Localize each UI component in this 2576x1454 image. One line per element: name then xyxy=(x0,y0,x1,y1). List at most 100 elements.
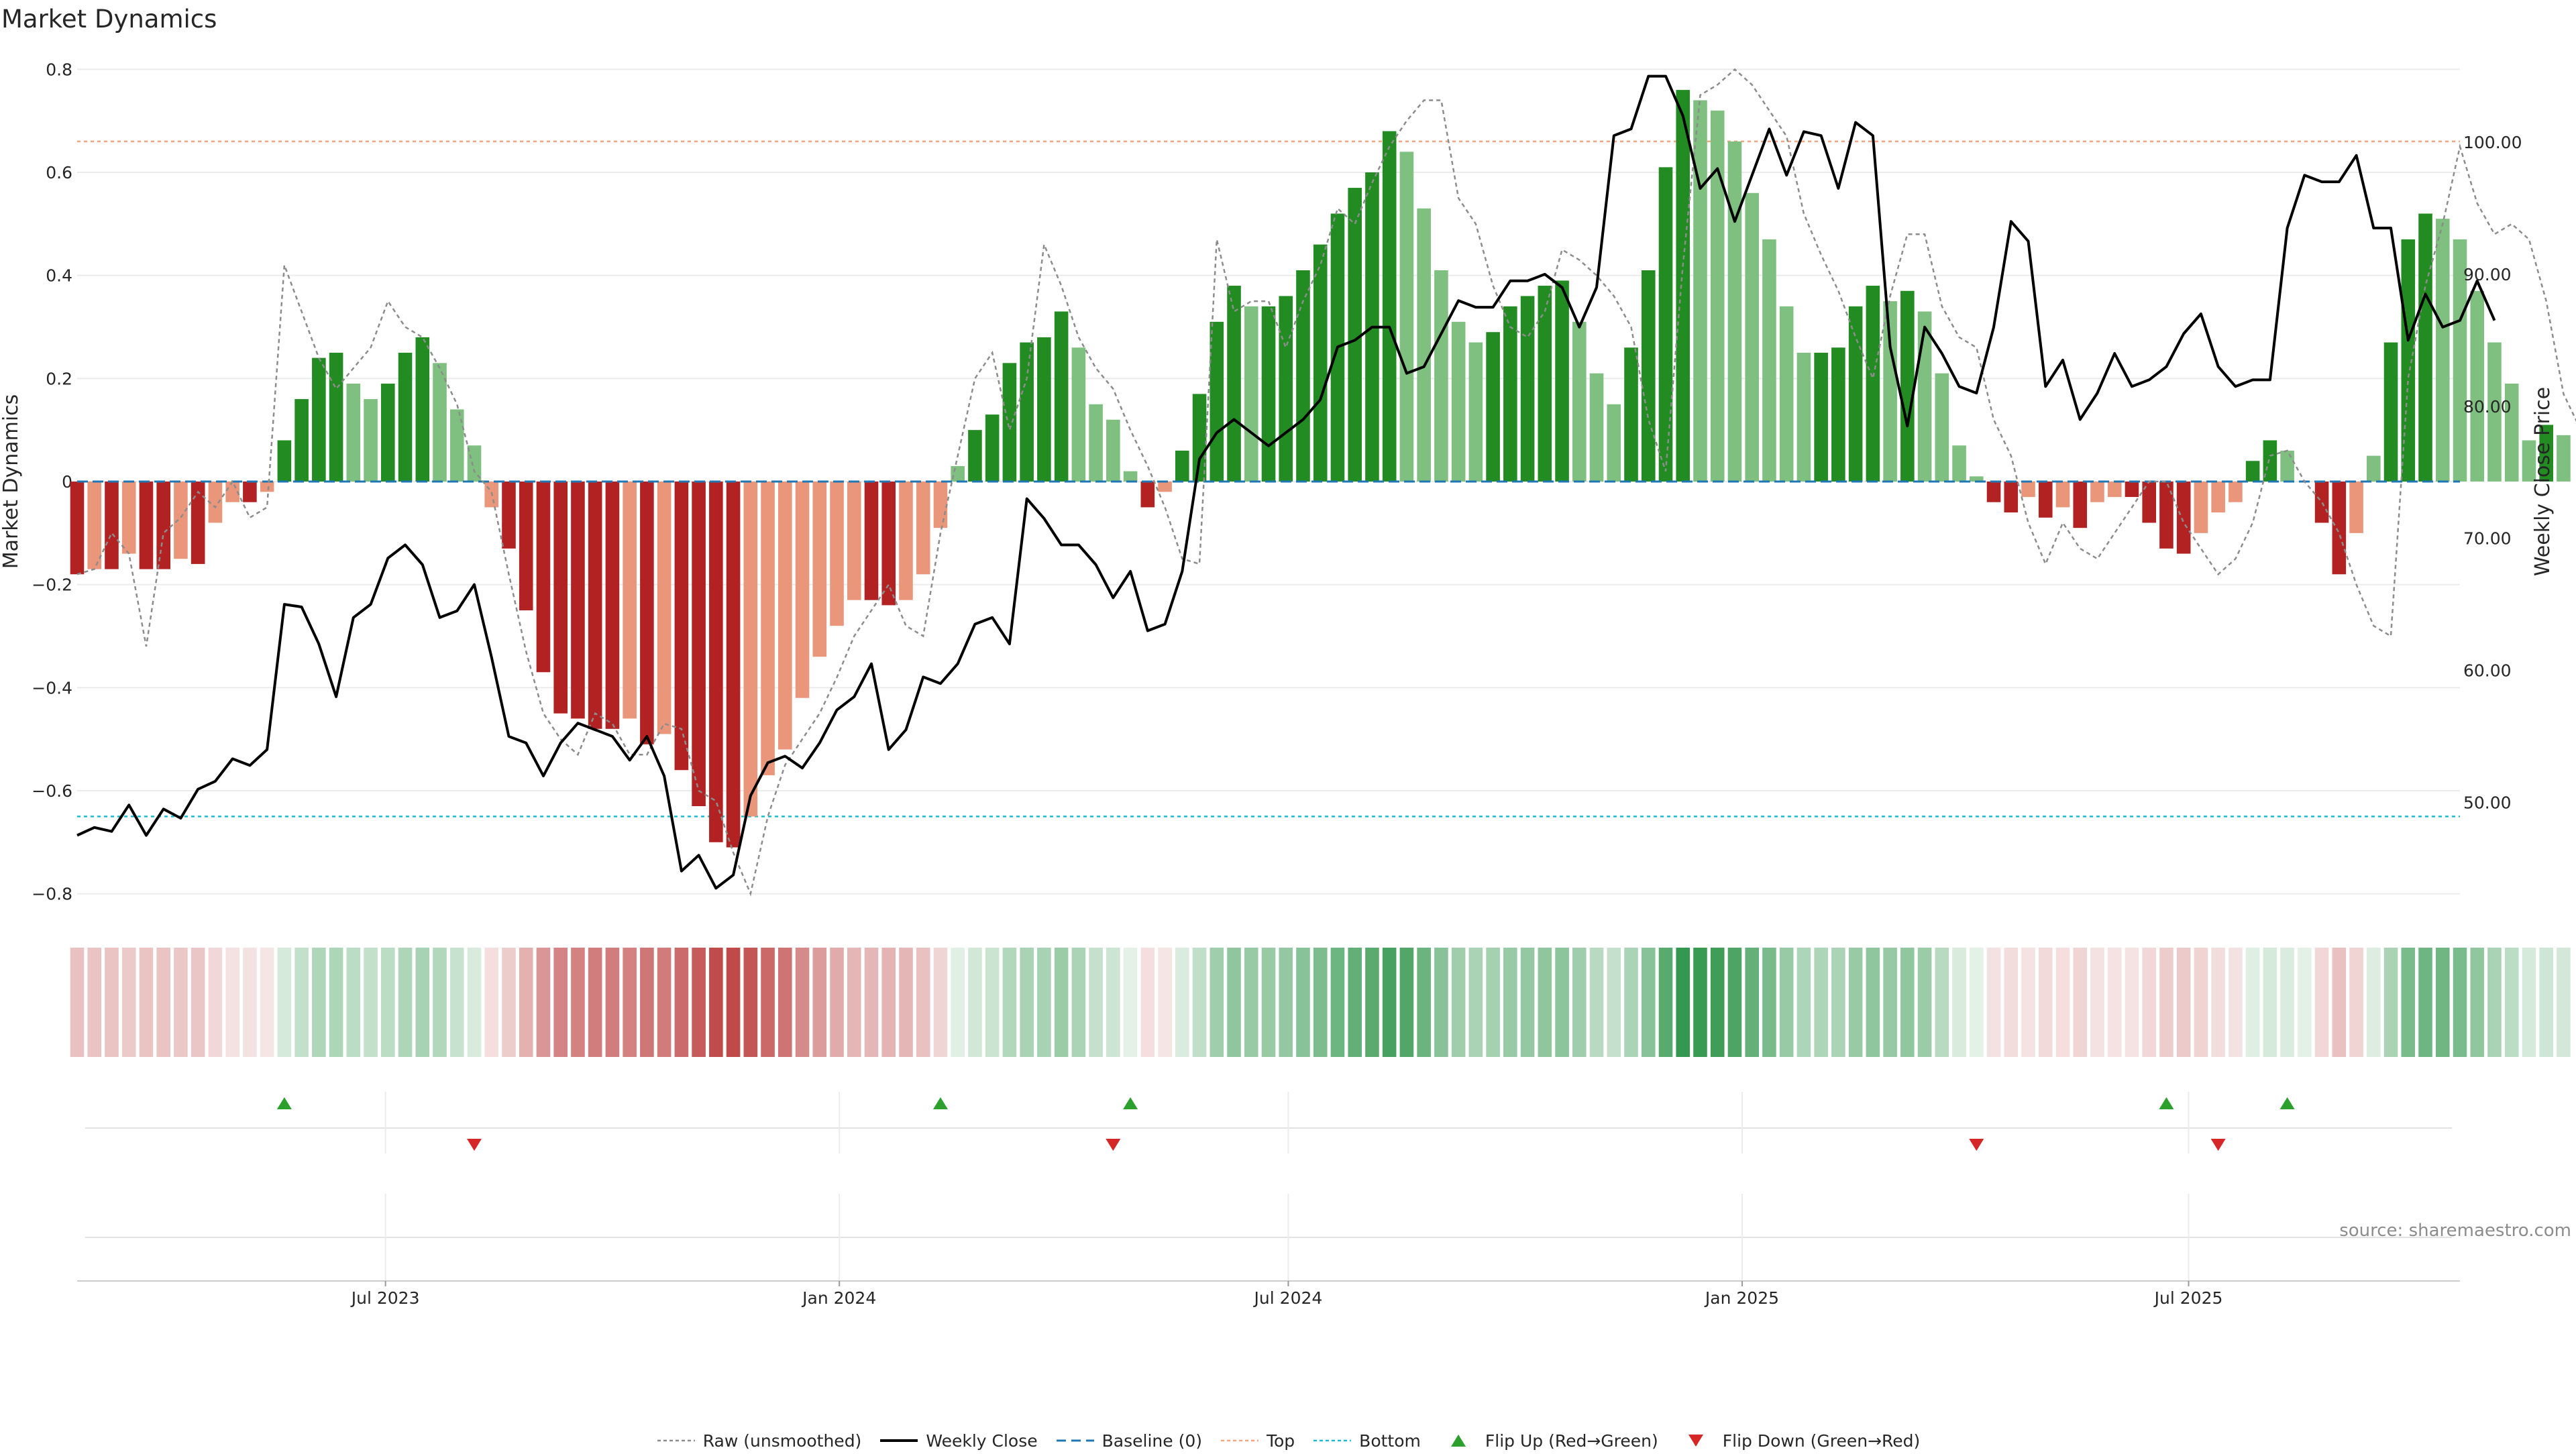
heat-strip-cell xyxy=(1158,948,1172,1057)
market-dynamics-bar xyxy=(1192,394,1207,482)
market-dynamics-bar xyxy=(381,384,395,482)
market-dynamics-bar xyxy=(881,482,896,606)
heat-strip-cell xyxy=(1451,948,1466,1057)
market-dynamics-bar xyxy=(1140,482,1155,508)
market-dynamics-bar xyxy=(1607,404,1621,482)
heat-strip-cell xyxy=(1296,948,1310,1057)
market-dynamics-bar xyxy=(1158,482,1172,492)
market-dynamics-bar xyxy=(2159,482,2174,549)
heat-strip-cell xyxy=(364,948,378,1057)
heat-strip-cell xyxy=(1589,948,1604,1057)
heat-strip-cell xyxy=(467,948,482,1057)
heat-strip-cell xyxy=(156,948,170,1057)
market-dynamics-bar xyxy=(2470,290,2485,482)
market-dynamics-bar xyxy=(2021,482,2035,498)
heat-strip-cell xyxy=(519,948,533,1057)
market-dynamics-bar xyxy=(864,482,879,600)
market-dynamics-bar xyxy=(2557,435,2571,482)
heat-strip-cell xyxy=(2314,948,2329,1057)
heat-strip-cell xyxy=(933,948,948,1057)
y-tick-label: 0 xyxy=(62,472,72,492)
market-dynamics-bar xyxy=(1641,270,1656,482)
heat-strip-cell xyxy=(1935,948,1949,1057)
heat-strip-cell xyxy=(174,948,188,1057)
heat-strip-cell xyxy=(2487,948,2502,1057)
market-dynamics-bar xyxy=(1986,482,2001,502)
market-dynamics-bar xyxy=(191,482,205,564)
market-dynamics-bar xyxy=(985,414,1000,482)
heat-strip-cell xyxy=(864,948,879,1057)
market-dynamics-bar xyxy=(640,482,654,744)
y-tick-label: 0.6 xyxy=(46,163,72,182)
market-dynamics-bar xyxy=(433,363,447,482)
heat-strip-cell xyxy=(1382,948,1397,1057)
market-dynamics-bar xyxy=(1313,244,1328,482)
heat-strip-cell xyxy=(778,948,792,1057)
heat-strip-cell xyxy=(502,948,516,1057)
market-dynamics-bar xyxy=(1123,471,1138,482)
heat-strip-cell xyxy=(433,948,447,1057)
heat-strip-cell xyxy=(1710,948,1725,1057)
raw-series-line xyxy=(76,68,2576,897)
market-dynamics-bar xyxy=(812,482,827,657)
market-dynamics-bar xyxy=(536,482,551,673)
market-dynamics-bar xyxy=(2194,482,2208,533)
market-dynamics-bar xyxy=(2125,482,2139,498)
market-dynamics-bar xyxy=(692,482,706,807)
legend-label: Flip Down (Green→Red) xyxy=(1722,1431,1921,1451)
flip-up-marker xyxy=(2159,1097,2174,1109)
heat-strip-cell xyxy=(2125,948,2139,1057)
heat-strip-cell xyxy=(2522,948,2536,1057)
heat-strip-cell xyxy=(1986,948,2001,1057)
market-dynamics-bar xyxy=(1434,270,1448,482)
market-dynamics-bar xyxy=(1866,286,1880,482)
heat-strip-cell xyxy=(1434,948,1448,1057)
heat-strip-cell xyxy=(2004,948,2019,1057)
market-dynamics-bar xyxy=(502,482,516,549)
market-dynamics-bar xyxy=(674,482,689,771)
market-dynamics-bar xyxy=(1244,306,1258,482)
heat-strip-cell xyxy=(2090,948,2104,1057)
heat-strip-cell xyxy=(2557,948,2571,1057)
legend-label: Raw (unsmoothed) xyxy=(702,1431,862,1451)
legend-label: Weekly Close xyxy=(926,1431,1038,1451)
heat-strip-cell xyxy=(916,948,930,1057)
heat-strip-cell xyxy=(329,948,343,1057)
heat-strip-cell xyxy=(692,948,706,1057)
market-dynamics-bar xyxy=(1624,347,1638,482)
market-dynamics-bar xyxy=(2004,482,2019,513)
heat-strip-cell xyxy=(2107,948,2122,1057)
market-dynamics-bar xyxy=(2176,482,2191,554)
heat-strip-cell xyxy=(1106,948,1120,1057)
market-dynamics-bar xyxy=(346,384,361,482)
heat-strip-cell xyxy=(2229,948,2243,1057)
heat-strip-cell xyxy=(623,948,637,1057)
heat-strip-cell xyxy=(1210,948,1224,1057)
market-dynamics-bar xyxy=(2073,482,2088,528)
heat-strip-cell xyxy=(1399,948,1414,1057)
heat-strip-cell xyxy=(605,948,620,1057)
heat-strip-cell xyxy=(1676,948,1690,1057)
market-dynamics-bar xyxy=(709,482,723,842)
market-dynamics-bar xyxy=(899,482,913,600)
heat-strip-cell xyxy=(1486,948,1500,1057)
market-dynamics-bar xyxy=(2245,461,2260,482)
market-dynamics-bar xyxy=(243,482,257,502)
legend-label: Bottom xyxy=(1359,1431,1421,1451)
heat-strip-cell xyxy=(536,948,551,1057)
heat-strip-cell xyxy=(277,948,292,1057)
heat-strip-cell xyxy=(657,948,672,1057)
market-dynamics-bar xyxy=(1572,321,1587,482)
heat-strip-cell xyxy=(2159,948,2174,1057)
heat-strip-cell xyxy=(1192,948,1207,1057)
market-dynamics-bar xyxy=(2418,213,2432,482)
y-tick-label: −0.2 xyxy=(32,575,72,595)
market-dynamics-bar xyxy=(657,482,672,734)
heat-strip-cell xyxy=(1054,948,1069,1057)
dotted-cyan-line-icon xyxy=(1313,1439,1352,1442)
flip-down-marker xyxy=(2210,1139,2226,1151)
right-axis-title: Weekly Close Price xyxy=(2531,387,2555,576)
heat-strip-cell xyxy=(553,948,568,1057)
market-dynamics-bar xyxy=(2263,440,2277,482)
market-dynamics-bar xyxy=(1814,352,1828,482)
